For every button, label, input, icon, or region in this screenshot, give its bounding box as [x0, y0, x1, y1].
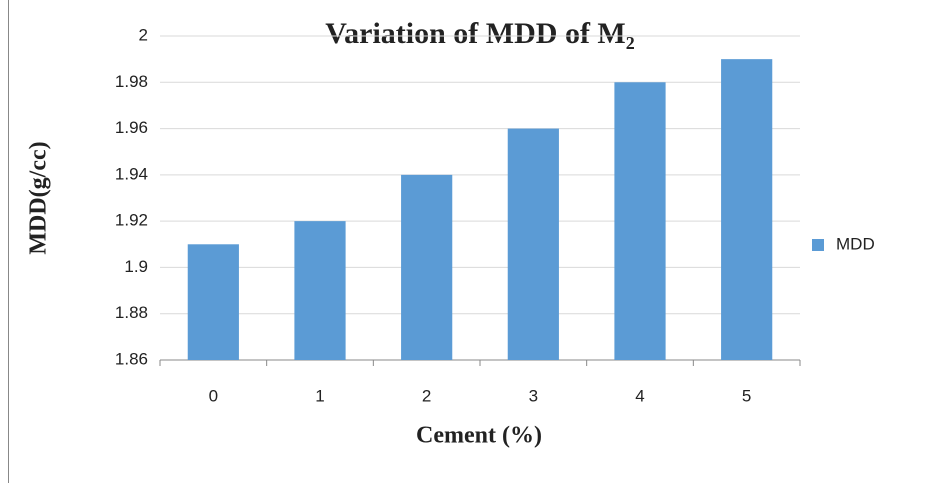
x-tick-label: 4: [635, 386, 644, 405]
legend-swatch: [812, 239, 824, 251]
x-tick-label: 5: [742, 386, 751, 405]
bar: [721, 59, 773, 361]
y-tick-label: 1.98: [115, 72, 148, 91]
y-tick-label: 2: [139, 25, 148, 44]
bar: [507, 128, 559, 360]
x-tick-label: 2: [422, 386, 431, 405]
bar: [294, 221, 346, 360]
y-tick-label: 1.96: [115, 118, 148, 137]
bar: [187, 244, 239, 360]
y-tick-label: 1.92: [115, 211, 148, 230]
y-tick-label: 1.9: [124, 257, 148, 276]
x-tick-label: 3: [529, 386, 538, 405]
bar: [614, 82, 666, 361]
y-tick-label: 1.94: [115, 164, 148, 183]
chart-title: Variation of MDD of M₂: [325, 17, 635, 50]
chart-frame: [8, 0, 9, 483]
x-tick-label: 0: [209, 386, 218, 405]
y-tick-label: 1.86: [115, 349, 148, 368]
bar: [401, 174, 453, 360]
x-tick-label: 1: [315, 386, 324, 405]
legend-label: MDD: [836, 234, 875, 253]
y-tick-label: 1.88: [115, 303, 148, 322]
y-axis-label: MDD(g/cc): [26, 141, 52, 254]
x-axis-label: Cement (%): [416, 423, 542, 449]
